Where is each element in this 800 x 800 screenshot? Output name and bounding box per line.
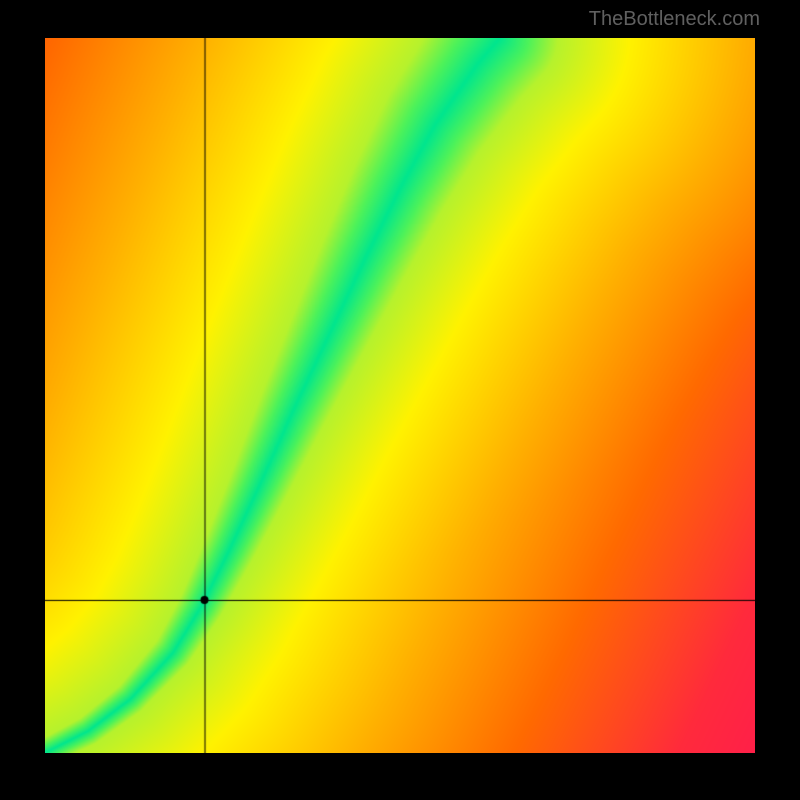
heatmap-chart — [45, 38, 755, 753]
heatmap-canvas — [45, 38, 755, 753]
watermark-text: TheBottleneck.com — [589, 8, 760, 31]
